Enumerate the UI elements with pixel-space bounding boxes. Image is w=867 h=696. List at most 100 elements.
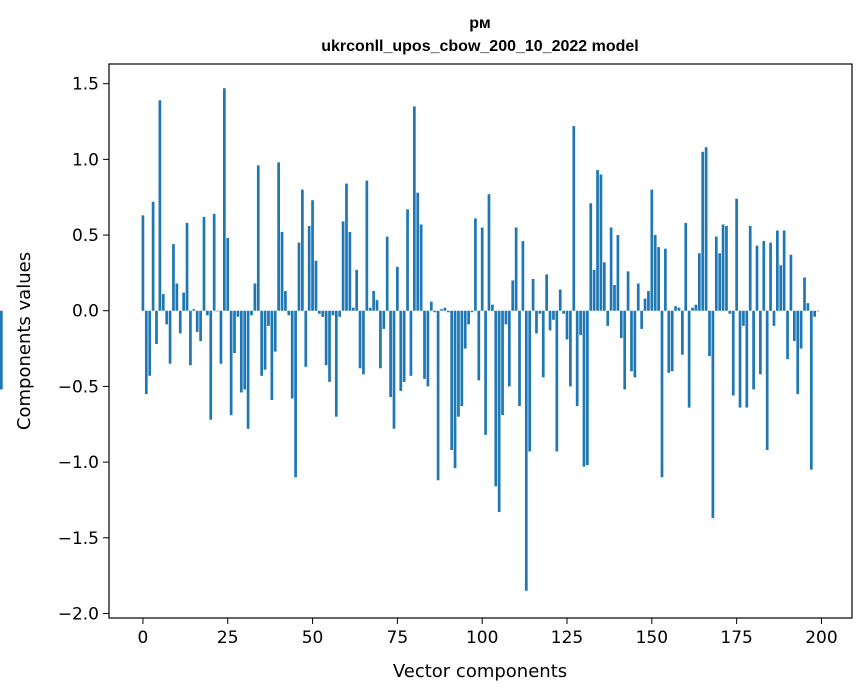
bar	[470, 310, 474, 313]
bar	[670, 310, 674, 372]
bar	[362, 310, 365, 375]
bar	[762, 241, 766, 311]
bar	[270, 310, 274, 401]
chart-subtitle: ukrconll_upos_cbow_200_10_2022 model	[321, 38, 638, 55]
x-axis-ticks: 0 25 50 75 100 125 150 175 200	[138, 618, 838, 648]
bar	[514, 227, 518, 311]
bar	[368, 307, 372, 311]
y-tick-label: −1.5	[58, 529, 99, 549]
bar	[392, 310, 396, 429]
bar	[681, 310, 684, 355]
x-tick-label: 125	[551, 628, 583, 648]
bar	[375, 300, 379, 311]
bar	[507, 310, 511, 387]
bar	[701, 151, 705, 311]
bar	[141, 215, 145, 311]
bar	[206, 310, 209, 316]
bar	[287, 310, 291, 316]
bar	[440, 309, 443, 311]
y-tick-label: 0.5	[72, 226, 99, 246]
x-tick-label: 150	[636, 628, 668, 648]
bar	[372, 291, 375, 311]
bar	[426, 310, 430, 387]
bar	[345, 183, 348, 311]
bar	[623, 310, 627, 390]
bar	[317, 310, 321, 314]
bar	[725, 225, 728, 311]
bar	[616, 235, 620, 311]
y-tick-label: 1.0	[72, 150, 99, 170]
bar	[236, 310, 240, 317]
bar	[321, 310, 325, 317]
bar	[239, 310, 243, 393]
bar	[728, 310, 732, 314]
bar	[755, 245, 759, 311]
bar	[446, 310, 450, 313]
bar	[809, 310, 813, 470]
bar	[182, 292, 185, 311]
x-tick-label: 75	[387, 628, 409, 648]
bar	[233, 310, 236, 354]
bar	[379, 310, 382, 369]
bar	[423, 310, 426, 379]
bar	[165, 310, 169, 325]
bar	[168, 310, 172, 364]
bar	[782, 230, 786, 311]
bar	[691, 307, 694, 311]
bar	[389, 310, 392, 398]
bar	[365, 180, 369, 311]
bar	[212, 213, 216, 311]
x-tick-label: 25	[217, 628, 239, 648]
bar	[660, 310, 664, 478]
bar	[178, 310, 182, 334]
x-tick-label: 100	[466, 628, 498, 648]
bar	[752, 310, 755, 390]
y-tick-label: −0.5	[58, 377, 99, 397]
bar	[0, 310, 3, 390]
bar	[704, 147, 708, 311]
bar	[541, 310, 545, 378]
bar	[792, 310, 796, 341]
bar	[548, 310, 552, 331]
bar	[599, 174, 603, 311]
bar	[419, 224, 423, 311]
bar	[453, 310, 457, 469]
bar	[738, 310, 742, 408]
bar	[718, 253, 722, 311]
bar	[189, 310, 192, 366]
bar	[633, 310, 637, 378]
bar	[477, 310, 481, 381]
bar	[331, 310, 335, 316]
bar	[250, 310, 253, 316]
bar	[148, 310, 152, 376]
bar	[558, 289, 562, 311]
bar	[779, 265, 783, 311]
bar	[382, 310, 386, 329]
bar	[307, 225, 311, 311]
bar	[284, 291, 287, 311]
bar	[256, 165, 260, 311]
x-tick-label: 175	[720, 628, 752, 648]
chart-title: рм	[469, 15, 490, 32]
bar	[606, 310, 610, 326]
bar	[745, 310, 749, 408]
bar	[521, 241, 525, 311]
bar	[650, 189, 654, 311]
bar	[647, 291, 650, 311]
bar	[463, 310, 467, 349]
bar	[708, 310, 711, 357]
bar	[222, 88, 226, 311]
bar	[192, 309, 196, 311]
bar	[569, 310, 572, 387]
bar	[677, 307, 681, 311]
bar	[497, 310, 501, 513]
bar	[185, 222, 189, 311]
bar	[657, 247, 660, 311]
bar	[711, 310, 715, 519]
bar	[429, 301, 433, 311]
bar	[243, 310, 247, 390]
bar	[436, 310, 440, 481]
bar	[524, 310, 528, 591]
bar	[694, 304, 698, 311]
